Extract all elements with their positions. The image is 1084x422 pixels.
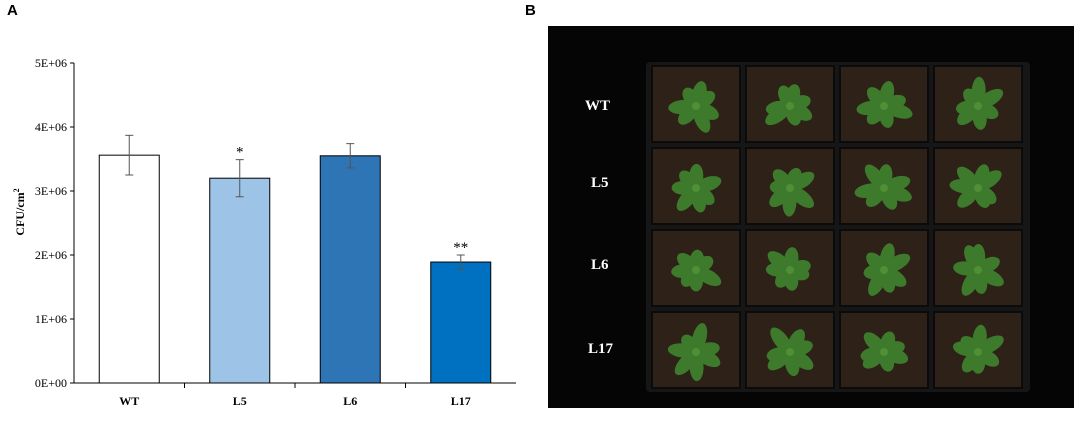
pot [839,229,929,307]
pot [933,65,1023,143]
tray [646,62,1030,392]
y-tick-label: 1E+06 [35,312,67,326]
pot [839,311,929,389]
leaf [778,85,794,107]
leaf [772,169,792,190]
leaf [682,87,699,107]
pot [651,229,741,307]
photo-row-label-l6: L6 [591,257,609,273]
pot [745,229,835,307]
rosette-center [692,102,700,110]
significance-label: * [236,145,244,161]
leaf [863,332,886,354]
rosette-center [786,348,794,356]
leaf [767,251,791,272]
x-tick-label-wt: WT [119,394,139,408]
photo-row-label-wt: WT [585,98,611,114]
rosette-center [880,102,888,110]
pot [933,229,1023,307]
pot [745,311,835,389]
rosette-center [974,348,982,356]
leaf [883,253,911,273]
rosette-center [692,348,700,356]
rosette-center [880,348,888,356]
leaf [676,253,698,272]
bar-l6 [319,155,381,384]
x-tick-label-l5: L5 [233,394,247,408]
leaf [679,170,698,190]
leaf [866,87,886,108]
leaf [789,186,814,209]
rosette-center [786,102,794,110]
rosette-center [880,184,888,192]
y-tick-label: 3E+06 [35,184,67,198]
leaf [674,351,698,376]
significance-label: ** [453,240,468,256]
bar-l5 [209,177,271,384]
rosette-center [786,266,794,274]
plant-tray-image [646,62,1030,392]
leaf [866,252,886,272]
y-axis-title-superscript: 2 [12,188,21,192]
photo-row-label-l17: L17 [588,341,614,357]
rosette-center [974,102,982,110]
pot [651,65,741,143]
leaf [956,166,980,190]
y-tick-label: 2E+06 [35,248,67,262]
leaf [961,269,981,296]
bars: *** [98,134,492,384]
rosette-center [880,266,888,274]
pot [651,147,741,225]
leaf [977,335,1004,355]
leaf [676,187,698,211]
y-tick-label: 4E+06 [35,120,67,134]
y-axis-title: CFU/cm2 [12,188,27,235]
leaf [681,334,699,354]
y-axis: 0E+00 1E+06 2E+06 3E+06 4E+06 5E+06 [35,56,75,390]
bar-chart: 0E+00 1E+06 2E+06 3E+06 4E+06 5E+06 WT L5 L6 L17… [12,56,516,408]
leaf [789,171,815,191]
leaf [964,245,981,271]
leaf [770,327,792,353]
bar-l17 [430,261,492,384]
x-axis: WT L5 L6 L17 [74,382,516,408]
leaf [695,349,721,368]
pot [745,65,835,143]
leaf [977,267,1004,287]
leaf [960,336,980,354]
rosette-center [692,184,700,192]
leaf [695,267,722,287]
leaf [963,88,981,108]
photo-row-label-l5: L5 [591,175,609,191]
x-tick-label-l6: L6 [343,394,357,408]
x-tick-label-l17: L17 [451,394,471,408]
pot [933,147,1023,225]
leaf [693,105,711,133]
pot [745,147,835,225]
leaf [977,170,1002,190]
leaf [868,269,887,296]
rosette-center [974,266,982,274]
rosette-center [692,266,700,274]
y-axis-title-text: CFU/cm [13,192,27,235]
bar-wt [98,154,160,384]
plant-tray-photo: WT L5 L6 L17 [548,26,1074,408]
y-tick-label: 0E+00 [35,376,67,390]
pot [839,147,929,225]
rosette-center [786,184,794,192]
rosette-center [974,184,982,192]
pot [839,65,929,143]
leaf [961,351,980,373]
panel-a-label: A [7,2,18,19]
pot [651,311,741,389]
panel-b-label: B [525,2,536,19]
y-tick-label: 5E+06 [35,56,67,70]
pot [933,311,1023,389]
leaf [864,164,886,189]
